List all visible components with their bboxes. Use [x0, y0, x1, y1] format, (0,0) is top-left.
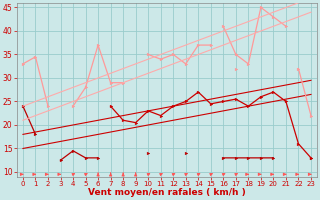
X-axis label: Vent moyen/en rafales ( km/h ): Vent moyen/en rafales ( km/h ) — [88, 188, 246, 197]
